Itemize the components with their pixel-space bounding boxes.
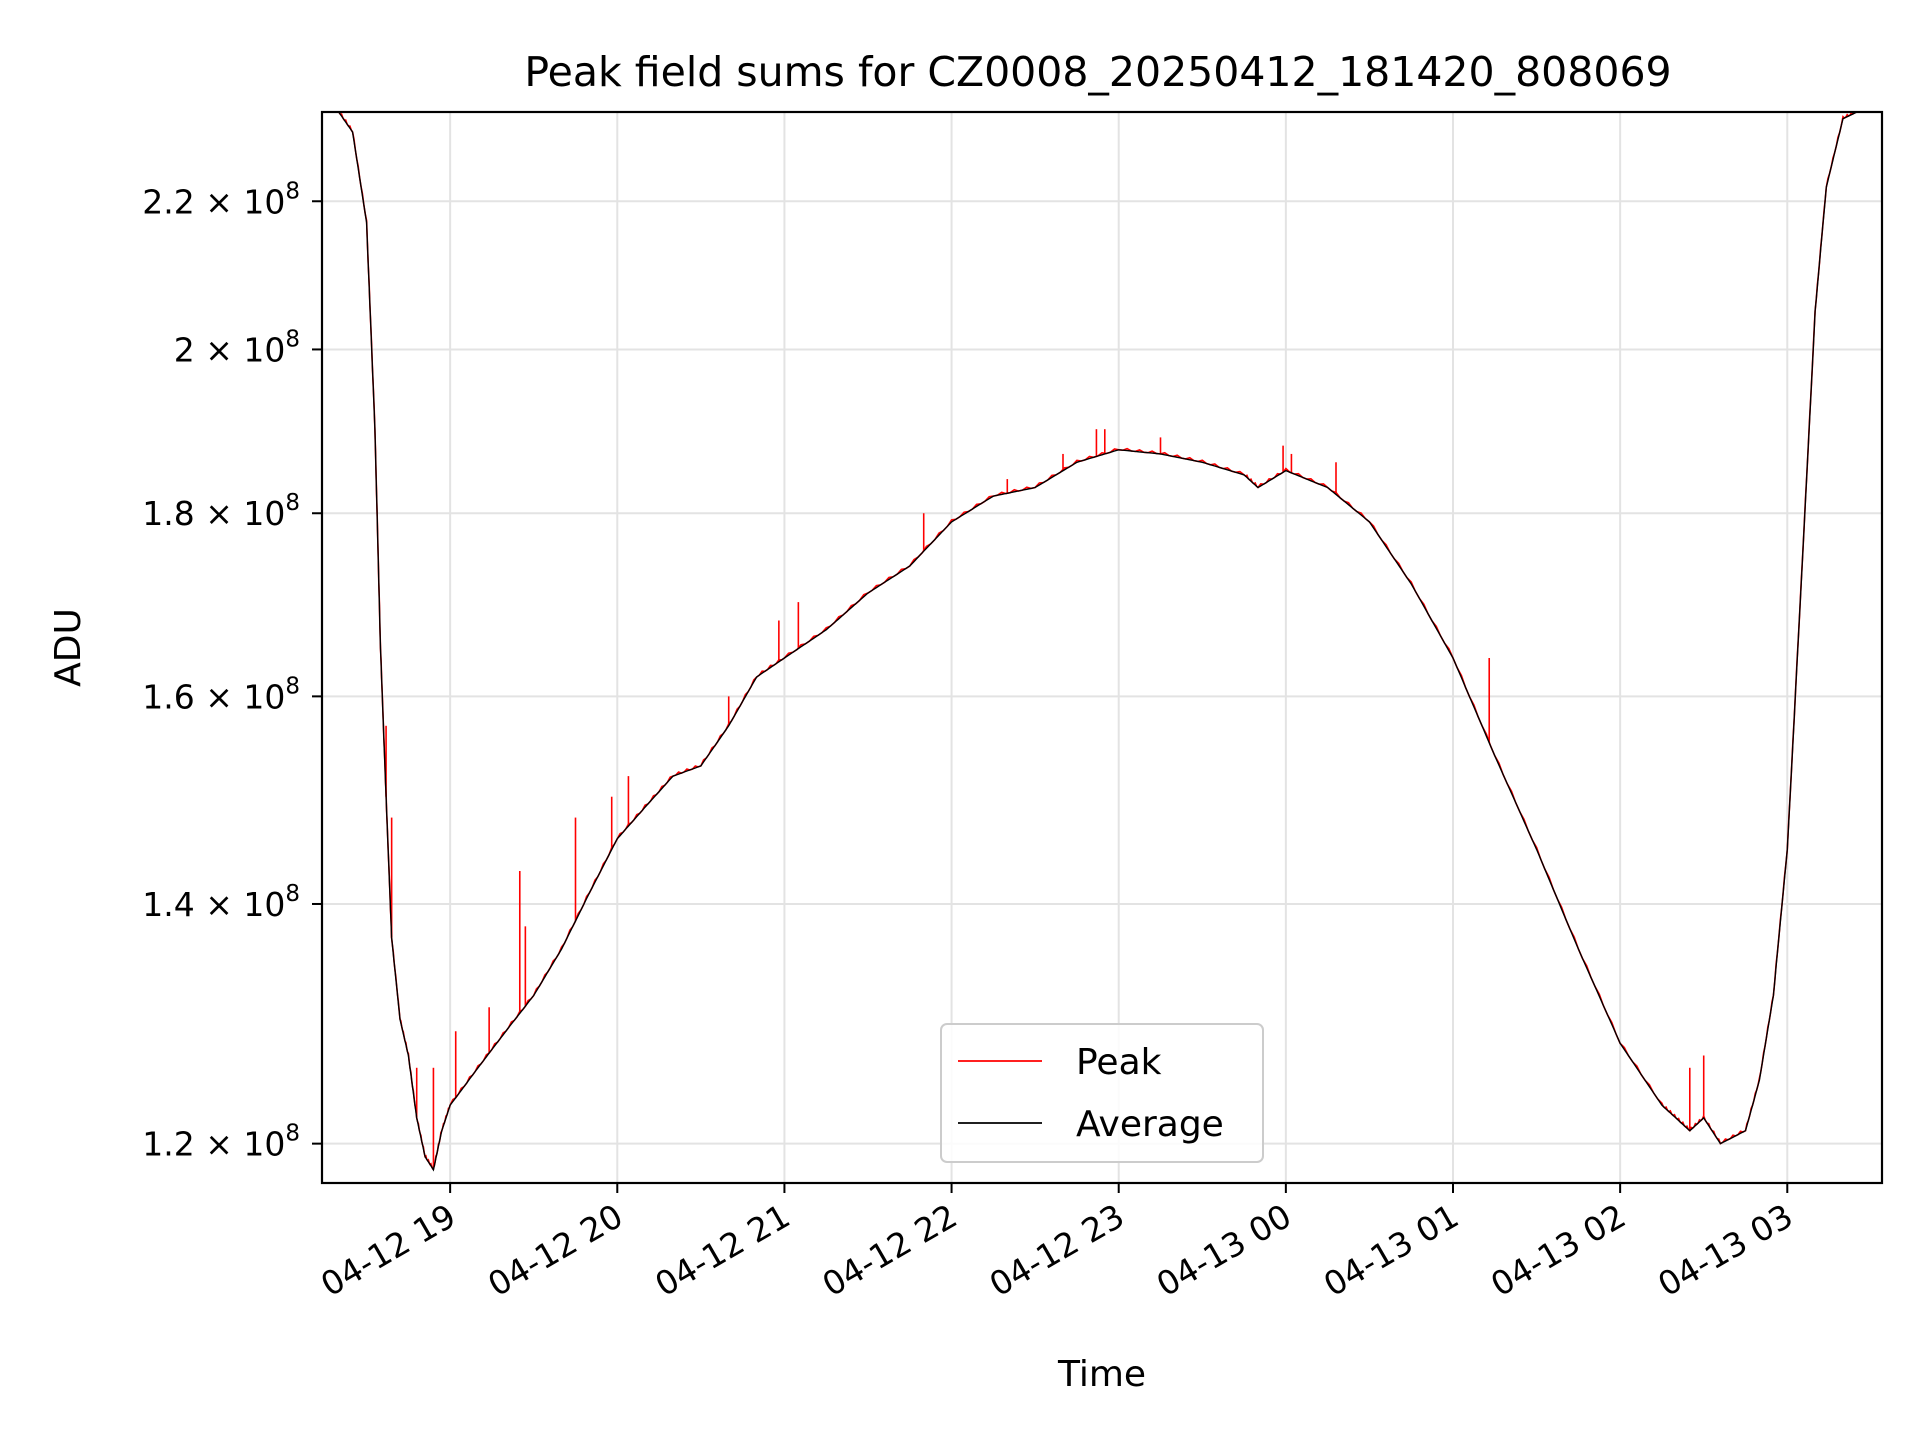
chart-title: Peak field sums for CZ0008_20250412_1814… — [524, 48, 1671, 96]
y-tick-times: × 10 — [195, 494, 286, 533]
y-tick-times: × 10 — [195, 1125, 286, 1164]
y-tick-times: × 10 — [195, 885, 286, 924]
y-tick-times: × 10 — [195, 330, 286, 369]
x-tick-label: 04-12 20 — [481, 1196, 629, 1304]
y-tick-mantissa: 1.2 — [142, 1125, 194, 1164]
x-tick-label: 04-12 22 — [816, 1196, 964, 1304]
y-tick-label: 1.8 × 108 — [142, 490, 300, 533]
grid — [322, 112, 1882, 1183]
y-tick-label: 1.2 × 108 — [142, 1121, 300, 1164]
y-tick-mantissa: 1.6 — [142, 677, 194, 716]
x-tick-label: 04-13 00 — [1150, 1196, 1298, 1304]
y-tick-exponent: 8 — [285, 178, 300, 204]
y-tick-mantissa: 2.2 — [142, 182, 194, 221]
y-axis-label: ADU — [48, 608, 89, 687]
x-tick-label: 04-13 03 — [1651, 1196, 1799, 1304]
y-tick-exponent: 8 — [285, 881, 300, 907]
y-tick-times: × 10 — [195, 182, 286, 221]
x-tick-label: 04-13 02 — [1484, 1196, 1632, 1304]
y-tick-mantissa: 2 — [174, 330, 195, 369]
legend-box — [940, 1023, 1264, 1163]
y-tick-mantissa: 1.4 — [142, 885, 194, 924]
y-tick-label: 2.2 × 108 — [142, 178, 300, 221]
x-tick-label: 04-12 21 — [648, 1196, 796, 1304]
plot-series — [322, 112, 1882, 1172]
legend-label-peak: Peak — [1076, 1042, 1162, 1083]
x-tick-label: 04-13 01 — [1317, 1196, 1465, 1304]
y-tick-exponent: 8 — [285, 490, 300, 516]
y-tick-exponent: 8 — [285, 673, 300, 699]
legend: Peak Average — [940, 1023, 1264, 1163]
plot-frame — [320, 110, 1884, 1185]
y-tick-label: 1.4 × 108 — [142, 881, 300, 924]
x-tick-label: 04-12 23 — [983, 1196, 1131, 1304]
x-axis-label: Time — [1057, 1354, 1146, 1395]
x-tick-label: 04-12 19 — [314, 1196, 462, 1304]
x-axis-ticks: 04-12 19 04-12 20 04-12 21 04-12 22 04-12 23… — [314, 1183, 1799, 1304]
y-tick-label: 2 × 108 — [174, 326, 300, 369]
series-average-line — [322, 112, 1882, 1172]
legend-label-average: Average — [1076, 1104, 1224, 1145]
y-tick-label: 1.6 × 108 — [142, 673, 300, 716]
y-tick-times: × 10 — [195, 677, 286, 716]
y-tick-exponent: 8 — [285, 1121, 300, 1147]
series-peak-line — [322, 112, 1882, 1170]
y-tick-exponent: 8 — [285, 326, 300, 352]
y-tick-mantissa: 1.8 — [142, 494, 194, 533]
